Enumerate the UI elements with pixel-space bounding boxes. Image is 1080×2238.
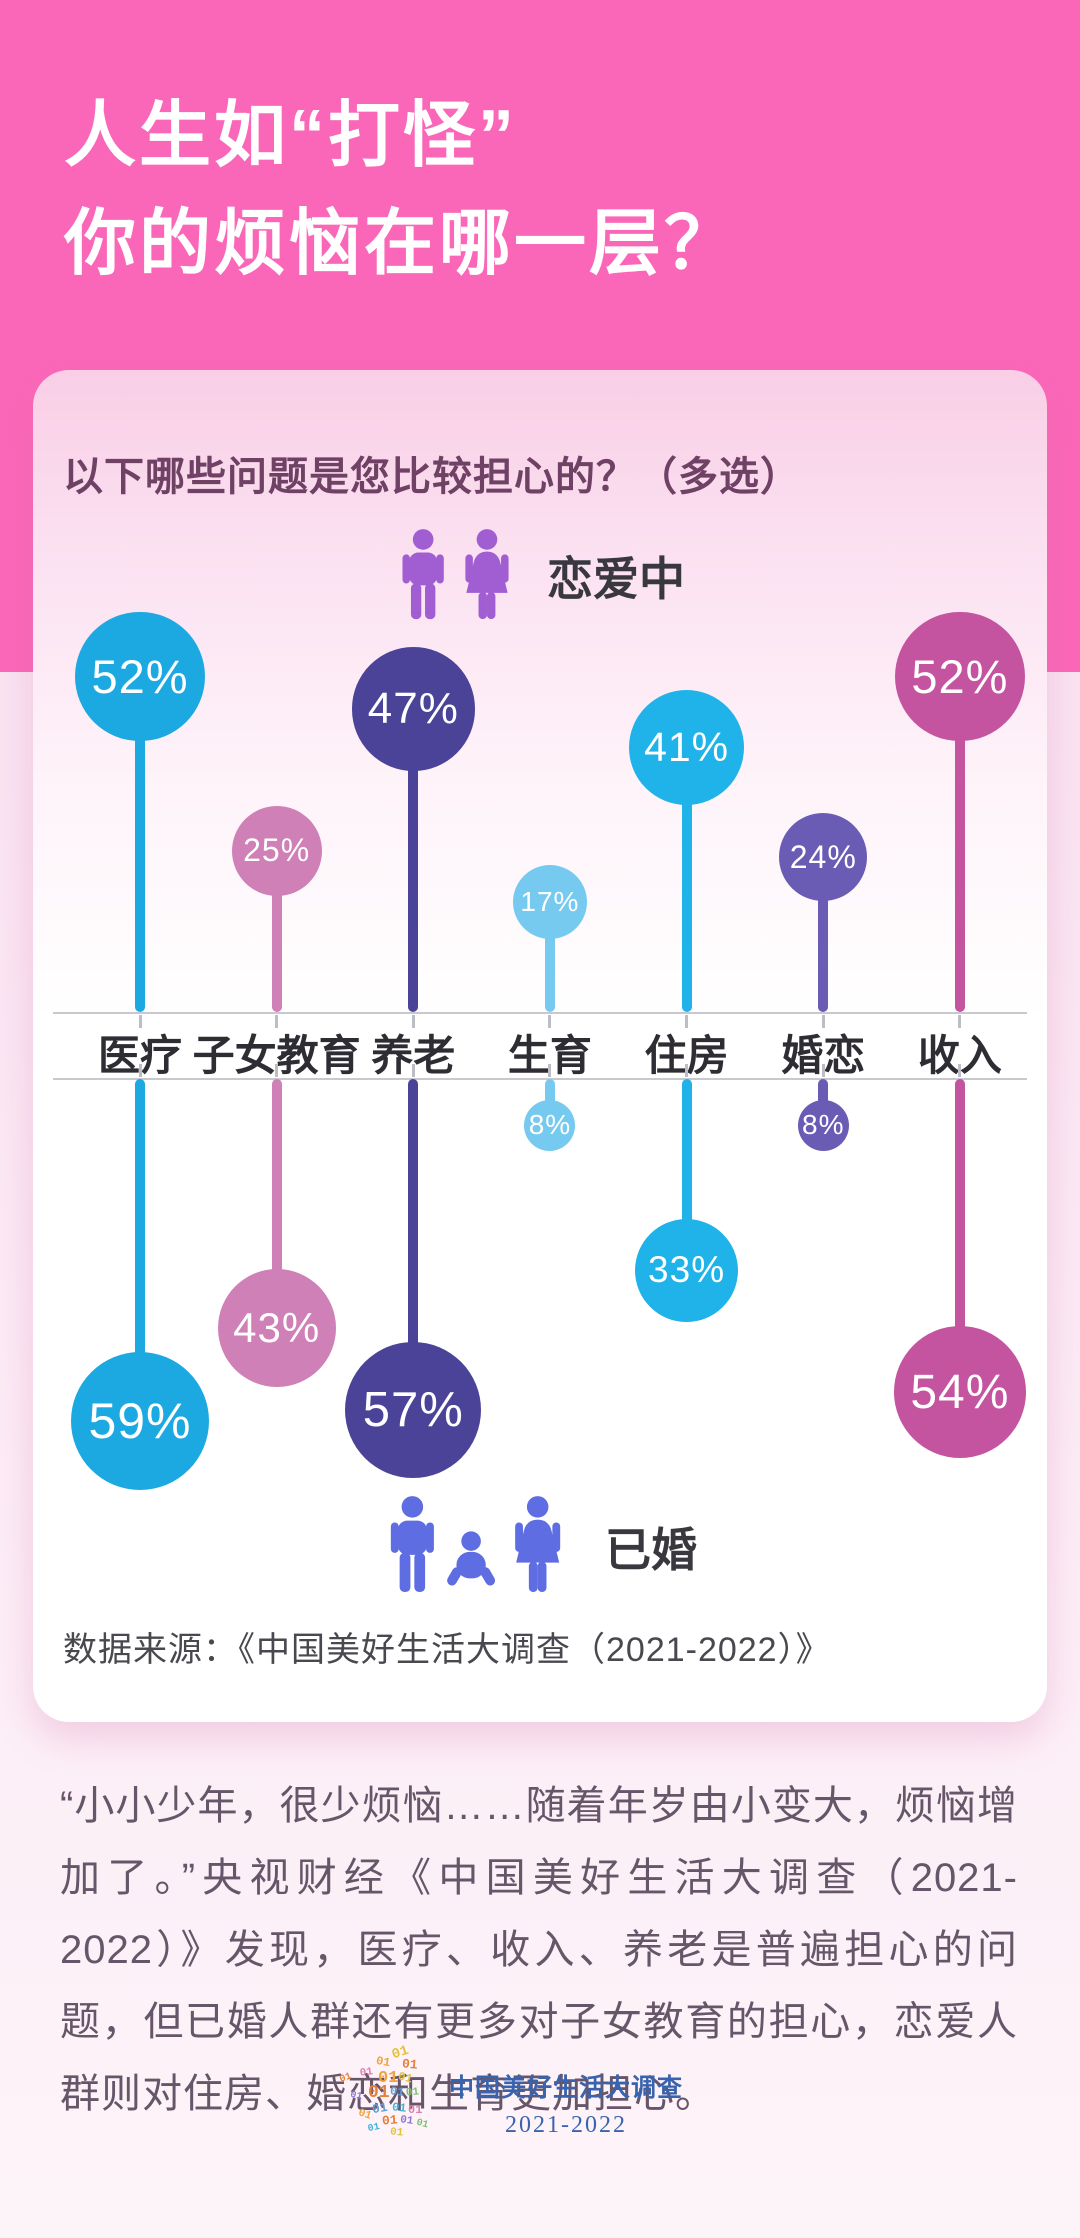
- axis-tick: [685, 1015, 689, 1028]
- axis-tick: [958, 1064, 962, 1077]
- logo-binary-bit: 01: [378, 2069, 399, 2088]
- lollipop-stem: [271, 1079, 282, 1329]
- lollipop-stem: [544, 902, 555, 1012]
- logo-binary-bit: 01: [408, 2103, 423, 2117]
- logo-binary-bit: 01: [405, 2086, 420, 2100]
- lollipop-stem: [681, 747, 692, 1012]
- value-bubble: 8%: [797, 1099, 849, 1151]
- baby-figure: [447, 1531, 496, 1586]
- lollipop-stem: [135, 676, 145, 1012]
- logo-binary-bit: 01: [389, 2084, 406, 2100]
- axis-tick: [958, 1015, 962, 1028]
- axis-tick: [138, 1015, 142, 1028]
- axis-tick: [821, 1064, 825, 1077]
- logo-binary-bit: 01: [389, 2126, 404, 2140]
- lollipop-chart: 医疗 52% 59% 子女教育 25% 43% 养老 47% 57% 生育 17% 8% 住房 41% 33…: [33, 370, 1047, 1722]
- value-bubble: 47%: [351, 647, 475, 771]
- footer-logo-title: 中国美好生活大调查: [448, 2074, 683, 2102]
- axis-line-top: [53, 1012, 1027, 1014]
- axis-tick: [685, 1064, 689, 1077]
- footer-logo: 01 01 01 01 01 01 01 01 01 01 01 01 01 01 01 01 01 01 01 01…: [0, 2036, 1080, 2206]
- axis-tick: [138, 1064, 142, 1077]
- logo-binary-bit: 01: [368, 2083, 390, 2103]
- axis-tick: [411, 1064, 415, 1077]
- axis-tick: [411, 1015, 415, 1028]
- lollipop-stem: [408, 1079, 419, 1410]
- value-bubble: 52%: [895, 611, 1025, 742]
- lollipop-stem: [135, 1079, 145, 1422]
- page-title-line2: 你的烦恼在哪一层？: [64, 204, 740, 284]
- logo-binary-bit: 01: [349, 2089, 364, 2104]
- footer-logo-text: 中国美好生活大调查 2021-2022: [448, 2068, 684, 2139]
- value-bubble: 43%: [217, 1269, 336, 1388]
- axis-line-bottom: [53, 1078, 1027, 1080]
- family-icon: [390, 1496, 561, 1593]
- man-figure: [402, 529, 444, 620]
- page-title: 人生如“打怪” 你的烦恼在哪一层？: [64, 82, 739, 298]
- legend-dating-label: 恋爱中: [547, 553, 685, 605]
- logo-binary-bit: 01: [366, 2121, 381, 2136]
- axis-tick: [548, 1064, 552, 1077]
- logo-binary-bit: 01: [356, 2107, 373, 2123]
- china-map-binary-icon: 01 01 01 01 01 01 01 01 01 01 01 01 01 01 01 01 01 01 01 01: [338, 2043, 468, 2174]
- axis-tick: [548, 1015, 552, 1028]
- value-bubble: 41%: [628, 689, 745, 806]
- logo-binary-bit: 01: [374, 2053, 392, 2071]
- logo-binary-bit: 01: [338, 2071, 354, 2086]
- logo-binary-bit: 01: [414, 2117, 430, 2132]
- analysis-paragraph: “小小少年，很少烦恼……随着年岁由小变大，烦恼增加了。”央视财经《中国美好生活大…: [60, 1784, 1018, 2116]
- legend-married: 已婚: [33, 1496, 1047, 1598]
- woman-figure: [465, 529, 509, 620]
- survey-card: 以下哪些问题是您比较担心的？（多选）: [33, 370, 1047, 1722]
- value-bubble: 8%: [524, 1099, 576, 1151]
- value-bubble: 52%: [75, 611, 205, 742]
- man-figure: [390, 1496, 434, 1593]
- axis-tick: [275, 1064, 279, 1077]
- lollipop-stem: [271, 850, 282, 1012]
- data-source: 数据来源：《中国美好生活大调查（2021-2022）》: [63, 1631, 831, 1669]
- lollipop-stem: [954, 676, 965, 1012]
- axis-tick: [821, 1015, 825, 1028]
- lollipop-stem: [818, 857, 829, 1012]
- logo-binary-bit: 01: [396, 2069, 414, 2087]
- woman-figure: [515, 1496, 561, 1593]
- lollipop-stem: [408, 708, 419, 1012]
- value-bubble: 59%: [70, 1352, 210, 1491]
- legend-dating: 恋爱中: [33, 528, 1047, 624]
- value-bubble: 24%: [779, 813, 868, 902]
- value-bubble: 25%: [231, 805, 322, 896]
- lollipop-stem: [954, 1079, 965, 1393]
- logo-binary-bit: 01: [359, 2066, 374, 2080]
- survey-question: 以下哪些问题是您比较担心的？（多选）: [63, 455, 801, 499]
- value-bubble: 33%: [634, 1218, 739, 1323]
- footer-logo-years: 2021-2022: [505, 2112, 627, 2138]
- logo-binary-bit: 01: [399, 2114, 415, 2128]
- value-bubble: 17%: [512, 865, 588, 940]
- lollipop-stem: [681, 1079, 692, 1271]
- axis-tick: [275, 1015, 279, 1028]
- value-bubble: 57%: [345, 1341, 482, 1478]
- legend-married-label: 已婚: [605, 1524, 697, 1576]
- page-title-line1: 人生如“打怪”: [64, 96, 518, 176]
- couple-icon: [402, 529, 509, 620]
- value-bubble: 54%: [893, 1326, 1027, 1459]
